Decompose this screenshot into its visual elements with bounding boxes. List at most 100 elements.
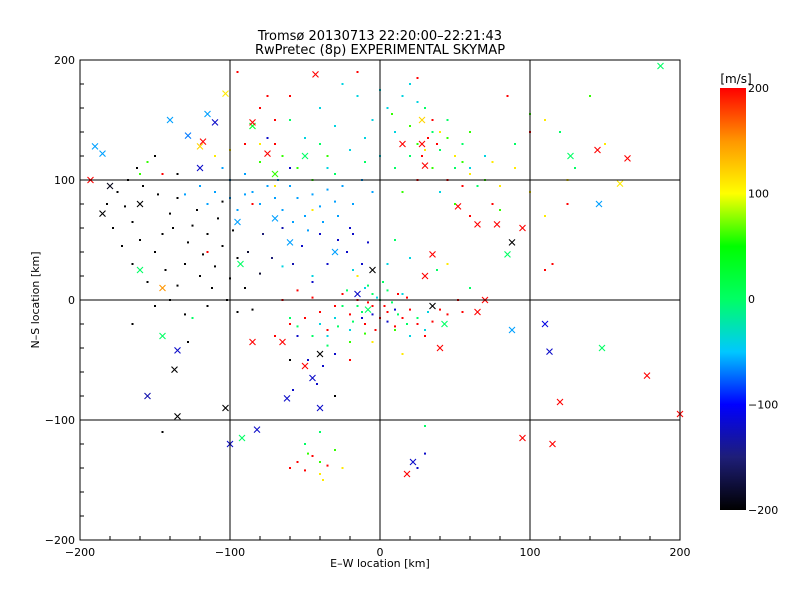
scatter-point (289, 185, 291, 187)
x-tick-label: 0 (377, 546, 384, 559)
scatter-point (416, 143, 419, 145)
scatter-point (187, 241, 189, 244)
scatter-point (461, 311, 464, 313)
scatter-point (416, 323, 419, 325)
scatter-point (391, 301, 393, 304)
scatter-point (401, 191, 404, 193)
scatter-point (304, 137, 306, 139)
scatter-point (142, 185, 144, 187)
scatter-point (394, 239, 396, 241)
scatter-point (319, 461, 321, 463)
scatter-point (139, 239, 141, 241)
scatter-point (386, 289, 389, 292)
scatter-point (296, 335, 299, 337)
scatter-point (211, 287, 213, 289)
scatter-point-x (657, 62, 664, 70)
x-tick-label: −100 (215, 546, 245, 559)
scatter-point (334, 395, 336, 397)
scatter-point-x (199, 138, 207, 145)
scatter-point (296, 461, 299, 463)
scatter-point (206, 305, 209, 307)
scatter-point (409, 335, 411, 337)
scatter-point (304, 469, 306, 472)
scatter-point (461, 143, 464, 145)
scatter-point (371, 191, 374, 193)
scatter-point (431, 320, 434, 323)
scatter-point (214, 155, 216, 157)
scatter-point (367, 301, 369, 304)
scatter-point (416, 101, 419, 103)
scatter-point-x (249, 119, 256, 126)
scatter-point (469, 167, 471, 169)
scatter-point (401, 353, 404, 355)
scatter-point (349, 329, 351, 331)
scatter-point (439, 131, 441, 133)
scatter-point (176, 197, 179, 199)
scatter-point-x (546, 348, 553, 355)
scatter-point (446, 263, 449, 265)
scatter-point (311, 335, 314, 337)
scatter-point-x (312, 71, 319, 78)
scatter-point (154, 155, 156, 157)
scatter-points (87, 62, 684, 481)
grid-lines (80, 60, 680, 540)
scatter-point (406, 296, 408, 299)
scatter-point (427, 311, 429, 313)
scatter-point (383, 305, 386, 307)
scatter-point (409, 155, 411, 157)
scatter-point (322, 365, 324, 367)
scatter-point (394, 167, 396, 169)
scatter-point (296, 325, 299, 328)
scatter-point (289, 167, 291, 169)
scatter-point-x (238, 434, 246, 442)
x-axis-label: E–W location [km] (330, 557, 430, 570)
scatter-point (214, 265, 216, 268)
scatter-point (361, 263, 363, 265)
scatter-point-x (493, 221, 501, 228)
scatter-point-x (594, 146, 601, 154)
scatter-point (374, 329, 377, 331)
scatter-point-x (429, 251, 436, 258)
scatter-point (394, 329, 396, 331)
scatter-point-x (418, 116, 426, 124)
scatter-point (574, 167, 576, 169)
scatter-point-x (271, 215, 279, 222)
scatter-point (367, 241, 369, 244)
scatter-point (349, 149, 351, 151)
scatter-point (446, 137, 449, 139)
scatter-point-x (204, 110, 211, 118)
scatter-point (356, 71, 359, 73)
scatter-point-x (567, 152, 574, 160)
scatter-point (259, 143, 261, 145)
scatter-point (326, 167, 329, 169)
scatter-point (439, 308, 441, 311)
scatter-point-x (184, 132, 192, 139)
scatter-point (371, 119, 374, 121)
scatter-point (364, 323, 366, 325)
scatter-point (244, 287, 246, 289)
scatter-point-x (196, 143, 204, 150)
scatter-point (391, 113, 393, 115)
scatter-point-x (144, 392, 151, 400)
scatter-point-x (474, 308, 481, 316)
scatter-point (341, 185, 344, 187)
scatter-point-x (166, 116, 174, 124)
scatter-point (604, 143, 606, 145)
scatter-point-x (271, 170, 279, 178)
scatter-point (266, 137, 269, 139)
scatter-point (154, 251, 156, 253)
scatter-point (349, 359, 351, 361)
scatter-point-x (421, 162, 429, 169)
y-tick-label: 200 (54, 54, 75, 67)
scatter-point (244, 173, 246, 175)
scatter-point-x (595, 200, 603, 208)
scatter-point (251, 203, 254, 205)
scatter-point (371, 341, 374, 343)
scatter-point (304, 215, 306, 217)
scatter-point (289, 359, 291, 361)
scatter-point (304, 443, 306, 445)
colorbar-tick-label: 200 (748, 82, 769, 95)
scatter-point (334, 317, 336, 319)
scatter-point (316, 383, 318, 385)
scatter-point (251, 308, 254, 311)
